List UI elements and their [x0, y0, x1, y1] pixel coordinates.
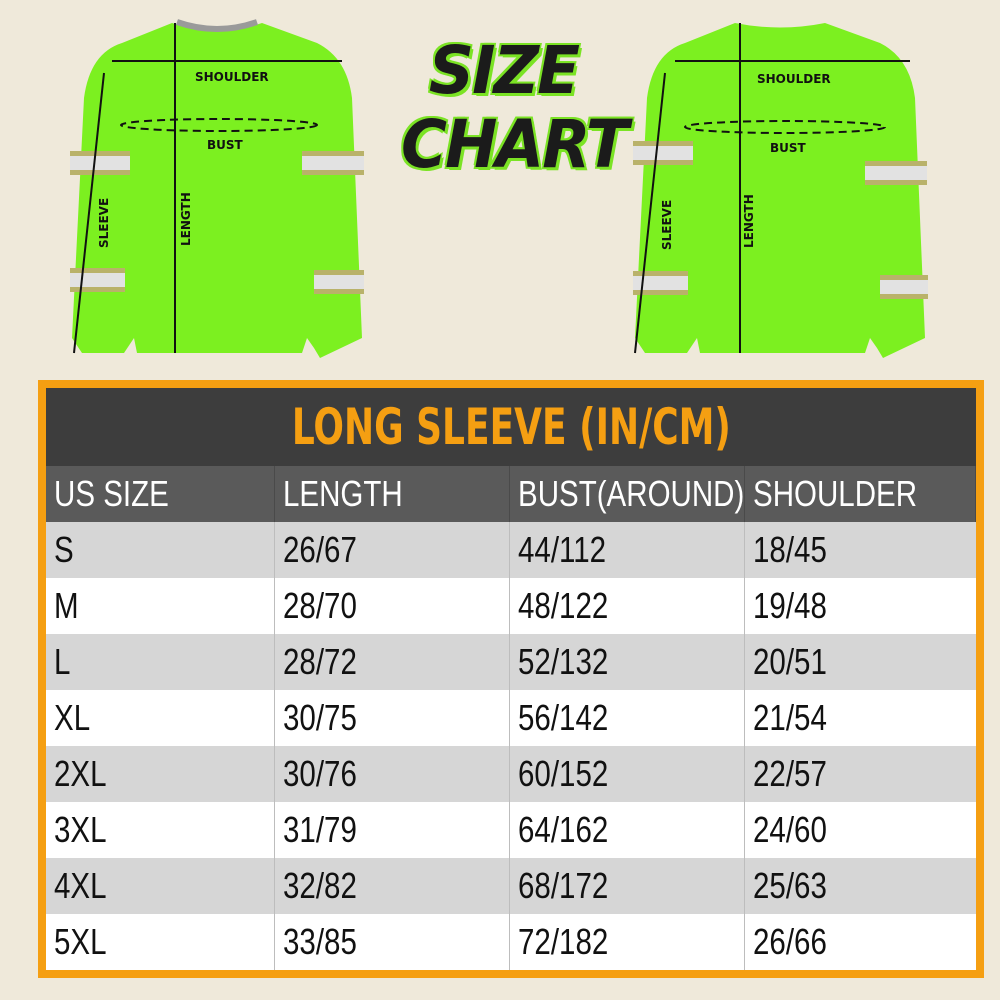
cell-value: 21/54 [753, 697, 827, 738]
table-cell: 33/85 [275, 914, 510, 970]
cell-value: 2XL [54, 753, 107, 794]
table-title: LONG SLEEVE (IN/CM) [46, 388, 976, 466]
cell-value: 28/72 [283, 641, 357, 682]
cell-value: 30/75 [283, 697, 357, 738]
table-cell: 19/48 [745, 578, 976, 634]
length-label: LENGTH [742, 194, 756, 248]
sleeve-label: SLEEVE [97, 198, 111, 248]
header-bust: BUST(AROUND) [518, 473, 745, 514]
table-cell: XL [46, 690, 275, 746]
header-cell: LENGTH [275, 466, 510, 522]
table-cell: S [46, 522, 275, 578]
cell-value: 22/57 [753, 753, 827, 794]
shoulder-label: SHOULDER [195, 70, 269, 84]
header-us-size: US SIZE [54, 473, 169, 514]
table-cell: 24/60 [745, 802, 976, 858]
table-cell: 20/51 [745, 634, 976, 690]
sweater-body [72, 23, 362, 358]
table-cell: 4XL [46, 858, 275, 914]
table-cell: 3XL [46, 802, 275, 858]
cell-value: 31/79 [283, 809, 357, 850]
cell-value: 44/112 [518, 529, 607, 570]
bust-label: BUST [770, 141, 807, 155]
cell-value: 20/51 [753, 641, 827, 682]
table-cell: 22/57 [745, 746, 976, 802]
cell-value: 72/182 [518, 921, 609, 962]
cell-value: XL [54, 697, 91, 738]
table-row: L 28/72 52/132 20/51 [46, 634, 976, 690]
cell-value: 52/132 [518, 641, 609, 682]
cell-value: S [54, 529, 74, 570]
shoulder-label: SHOULDER [757, 72, 831, 86]
cell-value: 26/66 [753, 921, 827, 962]
cell-value: 18/45 [753, 529, 827, 570]
size-table: LONG SLEEVE (IN/CM) US SIZE LENGTH BUST(… [38, 380, 984, 978]
table-row: XL 30/75 56/142 21/54 [46, 690, 976, 746]
table-cell: 26/67 [275, 522, 510, 578]
table-row: 5XL 33/85 72/182 26/66 [46, 914, 976, 970]
table-cell: 32/82 [275, 858, 510, 914]
cell-value: 30/76 [283, 753, 357, 794]
cell-value: 4XL [54, 865, 107, 906]
table-cell: 18/45 [745, 522, 976, 578]
cell-value: 32/82 [283, 865, 357, 906]
table-row: 2XL 30/76 60/152 22/57 [46, 746, 976, 802]
table-cell: 26/66 [745, 914, 976, 970]
cell-value: 64/162 [518, 809, 609, 850]
sweater-body [635, 23, 925, 358]
cell-value: 26/67 [283, 529, 357, 570]
table-cell: L [46, 634, 275, 690]
sweater-back-diagram: SHOULDER BUST SLEEVE LENGTH [633, 23, 928, 358]
cell-value: 5XL [54, 921, 107, 962]
table-cell: 5XL [46, 914, 275, 970]
table-cell: 2XL [46, 746, 275, 802]
table-row: 4XL 32/82 68/172 25/63 [46, 858, 976, 914]
cell-value: L [54, 641, 71, 682]
table-cell: 44/112 [510, 522, 745, 578]
table-cell: 56/142 [510, 690, 745, 746]
table-cell: 31/79 [275, 802, 510, 858]
header-cell: BUST(AROUND) [510, 466, 745, 522]
table-cell: 60/152 [510, 746, 745, 802]
cell-value: 28/70 [283, 585, 357, 626]
cell-value: 25/63 [753, 865, 827, 906]
cell-value: 48/122 [518, 585, 609, 626]
cell-value: 3XL [54, 809, 107, 850]
table-cell: 30/75 [275, 690, 510, 746]
header-shoulder: SHOULDER [753, 473, 918, 514]
header-length: LENGTH [283, 473, 403, 514]
cell-value: 56/142 [518, 697, 609, 738]
table-cell: 64/162 [510, 802, 745, 858]
table-cell: 30/76 [275, 746, 510, 802]
bust-label: BUST [207, 138, 244, 152]
sleeve-label: SLEEVE [660, 200, 674, 250]
header-cell: SHOULDER [745, 466, 976, 522]
title-size: SIZE [428, 32, 580, 109]
length-label: LENGTH [179, 192, 193, 246]
table-row: M 28/70 48/122 19/48 [46, 578, 976, 634]
sweater-front-diagram: SHOULDER BUST SLEEVE LENGTH [70, 19, 364, 358]
table-title-text: LONG SLEEVE (IN/CM) [291, 398, 731, 456]
table-cell: 25/63 [745, 858, 976, 914]
cell-value: M [54, 585, 79, 626]
table-row: S 26/67 44/112 18/45 [46, 522, 976, 578]
table-cell: 28/72 [275, 634, 510, 690]
table-header-row: US SIZE LENGTH BUST(AROUND) SHOULDER [46, 466, 976, 522]
header-cell: US SIZE [46, 466, 275, 522]
cell-value: 68/172 [518, 865, 609, 906]
cell-value: 19/48 [753, 585, 827, 626]
table-cell: M [46, 578, 275, 634]
table-cell: 52/132 [510, 634, 745, 690]
table-cell: 72/182 [510, 914, 745, 970]
table-row: 3XL 31/79 64/162 24/60 [46, 802, 976, 858]
cell-value: 60/152 [518, 753, 609, 794]
table-cell: 68/172 [510, 858, 745, 914]
table-cell: 28/70 [275, 578, 510, 634]
cell-value: 24/60 [753, 809, 827, 850]
table-cell: 21/54 [745, 690, 976, 746]
table-cell: 48/122 [510, 578, 745, 634]
title-chart: CHART [400, 106, 629, 183]
cell-value: 33/85 [283, 921, 357, 962]
